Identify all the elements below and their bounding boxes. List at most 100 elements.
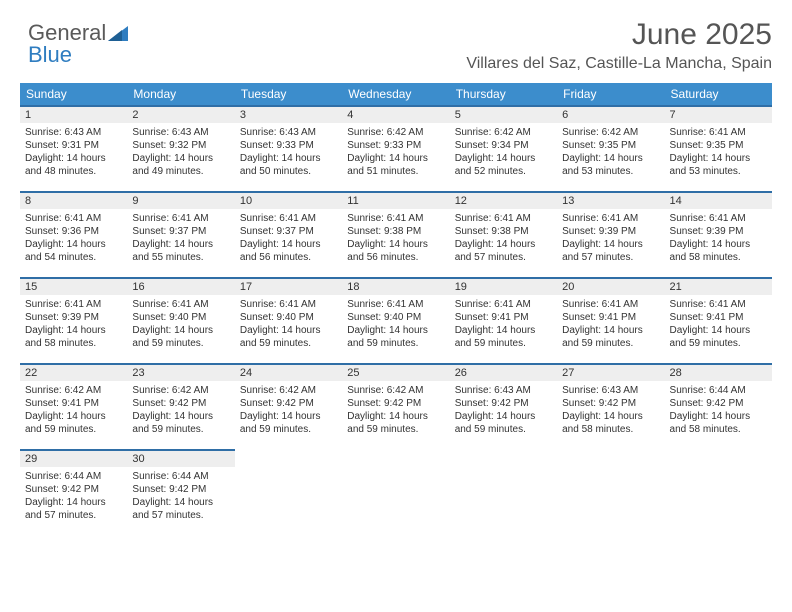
daylight-text: and 57 minutes.	[132, 509, 229, 522]
sunrise-text: Sunrise: 6:44 AM	[25, 470, 122, 483]
daylight-text: Daylight: 14 hours	[455, 238, 552, 251]
sunset-text: Sunset: 9:37 PM	[132, 225, 229, 238]
calendar-cell	[235, 449, 342, 535]
day-number: 5	[450, 105, 557, 123]
calendar-cell: 17Sunrise: 6:41 AMSunset: 9:40 PMDayligh…	[235, 277, 342, 363]
calendar-cell: 9Sunrise: 6:41 AMSunset: 9:37 PMDaylight…	[127, 191, 234, 277]
calendar-week-row: 1Sunrise: 6:43 AMSunset: 9:31 PMDaylight…	[20, 105, 772, 191]
day-number: 19	[450, 277, 557, 295]
calendar-cell: 25Sunrise: 6:42 AMSunset: 9:42 PMDayligh…	[342, 363, 449, 449]
daylight-text: and 52 minutes.	[455, 165, 552, 178]
day-number: 29	[20, 449, 127, 467]
day-number: 4	[342, 105, 449, 123]
day-number: 14	[665, 191, 772, 209]
weekday-header: Monday	[127, 83, 234, 105]
day-number: 11	[342, 191, 449, 209]
calendar-cell: 13Sunrise: 6:41 AMSunset: 9:39 PMDayligh…	[557, 191, 664, 277]
day-number: 27	[557, 363, 664, 381]
daylight-text: and 59 minutes.	[562, 337, 659, 350]
daylight-text: and 53 minutes.	[670, 165, 767, 178]
daylight-text: and 57 minutes.	[562, 251, 659, 264]
daylight-text: and 49 minutes.	[132, 165, 229, 178]
calendar-cell: 8Sunrise: 6:41 AMSunset: 9:36 PMDaylight…	[20, 191, 127, 277]
weekday-header: Thursday	[450, 83, 557, 105]
sunset-text: Sunset: 9:39 PM	[670, 225, 767, 238]
day-number: 28	[665, 363, 772, 381]
daylight-text: Daylight: 14 hours	[132, 496, 229, 509]
calendar-cell: 2Sunrise: 6:43 AMSunset: 9:32 PMDaylight…	[127, 105, 234, 191]
daylight-text: and 59 minutes.	[132, 423, 229, 436]
day-number: 1	[20, 105, 127, 123]
sunset-text: Sunset: 9:40 PM	[132, 311, 229, 324]
sunrise-text: Sunrise: 6:41 AM	[670, 126, 767, 139]
daylight-text: and 57 minutes.	[25, 509, 122, 522]
day-body: Sunrise: 6:41 AMSunset: 9:40 PMDaylight:…	[342, 295, 449, 354]
sunrise-text: Sunrise: 6:41 AM	[25, 298, 122, 311]
calendar-cell: 29Sunrise: 6:44 AMSunset: 9:42 PMDayligh…	[20, 449, 127, 535]
sunrise-text: Sunrise: 6:41 AM	[132, 212, 229, 225]
calendar-cell: 30Sunrise: 6:44 AMSunset: 9:42 PMDayligh…	[127, 449, 234, 535]
day-number: 26	[450, 363, 557, 381]
sunrise-text: Sunrise: 6:41 AM	[25, 212, 122, 225]
sunrise-text: Sunrise: 6:41 AM	[670, 212, 767, 225]
daylight-text: and 53 minutes.	[562, 165, 659, 178]
calendar-cell: 7Sunrise: 6:41 AMSunset: 9:35 PMDaylight…	[665, 105, 772, 191]
day-body: Sunrise: 6:41 AMSunset: 9:40 PMDaylight:…	[127, 295, 234, 354]
daylight-text: and 59 minutes.	[670, 337, 767, 350]
daylight-text: and 59 minutes.	[455, 337, 552, 350]
sunrise-text: Sunrise: 6:43 AM	[562, 384, 659, 397]
sunset-text: Sunset: 9:40 PM	[240, 311, 337, 324]
daylight-text: and 59 minutes.	[347, 337, 444, 350]
day-body: Sunrise: 6:43 AMSunset: 9:42 PMDaylight:…	[557, 381, 664, 440]
daylight-text: and 59 minutes.	[240, 337, 337, 350]
calendar-cell: 10Sunrise: 6:41 AMSunset: 9:37 PMDayligh…	[235, 191, 342, 277]
day-number: 21	[665, 277, 772, 295]
sunset-text: Sunset: 9:31 PM	[25, 139, 122, 152]
weekday-header: Saturday	[665, 83, 772, 105]
sunset-text: Sunset: 9:32 PM	[132, 139, 229, 152]
day-number: 6	[557, 105, 664, 123]
daylight-text: Daylight: 14 hours	[347, 152, 444, 165]
calendar-cell: 27Sunrise: 6:43 AMSunset: 9:42 PMDayligh…	[557, 363, 664, 449]
sunset-text: Sunset: 9:34 PM	[455, 139, 552, 152]
sunrise-text: Sunrise: 6:42 AM	[455, 126, 552, 139]
sail-icon	[108, 24, 130, 42]
day-body: Sunrise: 6:42 AMSunset: 9:41 PMDaylight:…	[20, 381, 127, 440]
sunrise-text: Sunrise: 6:41 AM	[670, 298, 767, 311]
weekday-header: Tuesday	[235, 83, 342, 105]
sunset-text: Sunset: 9:39 PM	[562, 225, 659, 238]
sunset-text: Sunset: 9:42 PM	[240, 397, 337, 410]
weekday-header: Sunday	[20, 83, 127, 105]
brand-logo: General Blue	[28, 22, 130, 66]
day-body: Sunrise: 6:41 AMSunset: 9:41 PMDaylight:…	[665, 295, 772, 354]
title-block: June 2025 Villares del Saz, Castille-La …	[20, 18, 772, 73]
day-number: 23	[127, 363, 234, 381]
sunrise-text: Sunrise: 6:44 AM	[670, 384, 767, 397]
day-body: Sunrise: 6:43 AMSunset: 9:31 PMDaylight:…	[20, 123, 127, 182]
daylight-text: and 56 minutes.	[240, 251, 337, 264]
sunset-text: Sunset: 9:36 PM	[25, 225, 122, 238]
daylight-text: Daylight: 14 hours	[240, 238, 337, 251]
daylight-text: Daylight: 14 hours	[25, 238, 122, 251]
daylight-text: Daylight: 14 hours	[132, 324, 229, 337]
day-body: Sunrise: 6:43 AMSunset: 9:42 PMDaylight:…	[450, 381, 557, 440]
daylight-text: Daylight: 14 hours	[132, 152, 229, 165]
daylight-text: Daylight: 14 hours	[562, 238, 659, 251]
day-body: Sunrise: 6:44 AMSunset: 9:42 PMDaylight:…	[127, 467, 234, 526]
daylight-text: Daylight: 14 hours	[670, 152, 767, 165]
day-number: 13	[557, 191, 664, 209]
sunset-text: Sunset: 9:38 PM	[347, 225, 444, 238]
daylight-text: and 58 minutes.	[562, 423, 659, 436]
location-label: Villares del Saz, Castille-La Mancha, Sp…	[20, 55, 772, 73]
sunrise-text: Sunrise: 6:41 AM	[240, 298, 337, 311]
weekday-header: Friday	[557, 83, 664, 105]
sunset-text: Sunset: 9:33 PM	[347, 139, 444, 152]
sunset-text: Sunset: 9:39 PM	[25, 311, 122, 324]
sunrise-text: Sunrise: 6:43 AM	[132, 126, 229, 139]
daylight-text: Daylight: 14 hours	[455, 152, 552, 165]
calendar-cell: 22Sunrise: 6:42 AMSunset: 9:41 PMDayligh…	[20, 363, 127, 449]
sunset-text: Sunset: 9:42 PM	[562, 397, 659, 410]
sunset-text: Sunset: 9:42 PM	[132, 483, 229, 496]
day-number: 20	[557, 277, 664, 295]
sunrise-text: Sunrise: 6:43 AM	[240, 126, 337, 139]
